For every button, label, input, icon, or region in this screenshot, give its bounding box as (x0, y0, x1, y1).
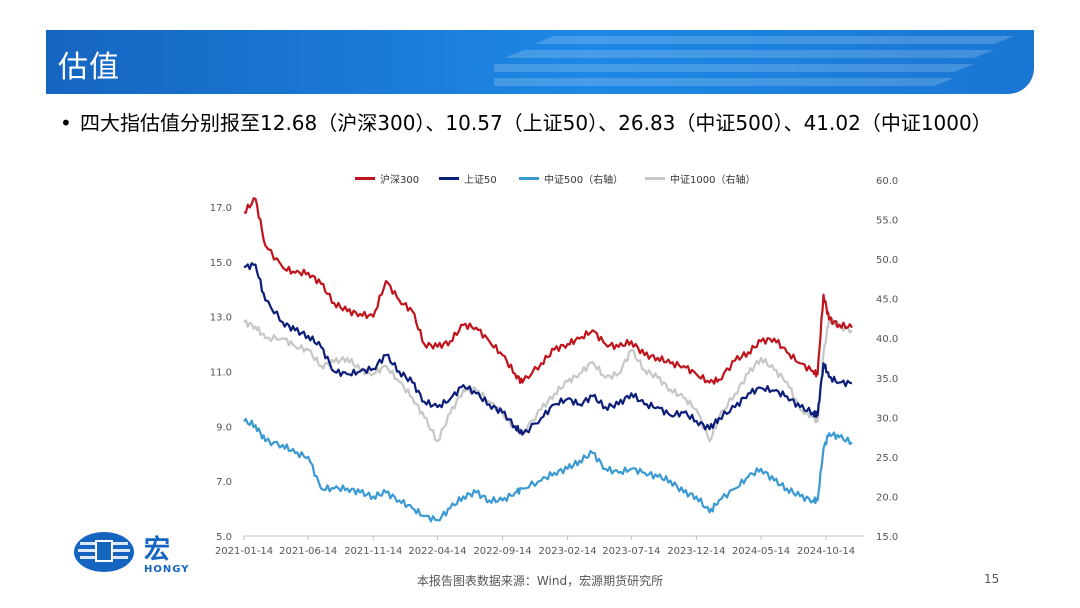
legend-swatch-hs300 (355, 177, 375, 180)
header-decoration (494, 36, 1014, 86)
legend-label-sz50: 上证50 (464, 175, 497, 186)
logo-en-text: HONGY (144, 564, 189, 575)
y-left-tick-label: 13.0 (210, 313, 232, 324)
y-left-tick-label: 11.0 (210, 368, 232, 379)
y-left-tick-label: 17.0 (210, 203, 232, 214)
series-line-zz500 (243, 417, 853, 523)
x-tick-label: 2023-02-14 (538, 546, 596, 557)
y-right-tick-label: 60.0 (876, 176, 898, 187)
y-right-tick-label: 45.0 (876, 295, 898, 306)
legend-label-zz1000: 中证1000（右轴） (670, 175, 756, 186)
y-right-tick-label: 50.0 (876, 255, 898, 266)
y-right-tick-label: 20.0 (876, 492, 898, 503)
series-line-zz1000 (243, 317, 853, 443)
y-right-tick-label: 15.0 (876, 532, 898, 543)
y-right-tick-label: 35.0 (876, 374, 898, 385)
x-tick-label: 2021-06-14 (279, 546, 337, 557)
y-left-tick-label: 15.0 (210, 258, 232, 269)
legend-swatch-sz50 (439, 177, 459, 180)
y-left-tick-label: 5.0 (216, 532, 232, 543)
x-tick-label: 2022-04-14 (408, 546, 466, 557)
x-tick-label: 2021-01-14 (215, 546, 273, 557)
x-tick-label: 2023-12-14 (667, 546, 725, 557)
series-line-hs300 (243, 197, 853, 385)
bullet-text: 四大指估值分别报至12.68（沪深300）、10.57（上证50）、26.83（… (80, 111, 992, 135)
legend-swatch-zz1000 (645, 177, 665, 180)
x-tick-label: 2024-05-14 (732, 546, 790, 557)
legend-label-zz500: 中证500（右轴） (544, 175, 624, 186)
slide-header: 估值 (46, 30, 1034, 94)
y-right-tick-label: 25.0 (876, 453, 898, 464)
y-right-tick-label: 40.0 (876, 334, 898, 345)
series-line-sz50 (243, 262, 853, 436)
logo-cn-text: 宏 (144, 534, 170, 565)
x-tick-label: 2023-07-14 (602, 546, 660, 557)
legend-label-hs300: 沪深300 (380, 175, 420, 186)
data-source-note: 本报告图表数据来源：Wind，宏源期货研究所 (416, 574, 664, 588)
page-title: 估值 (58, 50, 120, 85)
legend-swatch-zz500 (519, 177, 539, 180)
y-right-tick-label: 30.0 (876, 413, 898, 424)
bullet-dot: • (60, 111, 72, 135)
y-left-tick-label: 7.0 (216, 477, 232, 488)
y-right-tick-label: 55.0 (876, 216, 898, 227)
x-tick-label: 2021-11-14 (344, 546, 402, 557)
x-tick-label: 2024-10-14 (797, 546, 855, 557)
page-number: 15 (984, 572, 1000, 586)
y-left-tick-label: 9.0 (216, 422, 232, 433)
valuation-line-chart: 5.0 7.0 9.0 11.0 13.0 15.0 17.0 15.0 20.0 25.0 30.… (210, 176, 899, 557)
x-tick-label: 2022-09-14 (473, 546, 531, 557)
hongyuan-logo: 宏 HONGY (74, 532, 189, 575)
